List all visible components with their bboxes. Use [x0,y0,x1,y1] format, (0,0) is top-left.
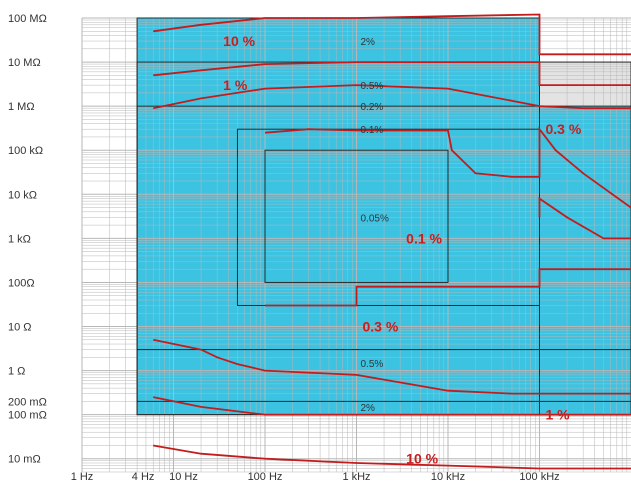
y-tick-label-3: 100 kΩ [8,145,43,157]
accuracy-label-6: 10 % [406,451,438,467]
accuracy-curve-5 [265,268,631,307]
accuracy-labels: 10 % 1 % 0.3 % 0.1 % 0.3 % 1 % 10 % [223,33,582,467]
inner-label-1: 0.5% [361,81,384,92]
y-tick-label-8: 1 Ω [8,366,25,378]
inner-label-4: 0.05% [361,213,389,224]
y-tick-label-9: 200 mΩ [8,396,47,408]
shaded-region-extension [539,106,631,415]
inner-label-3: 0.1% [361,125,384,136]
shaded-region-0 [137,18,540,415]
inner-accuracy-labels: 2% 0.5% 0.2% 0.1% 0.05% 0.5% 2% [361,37,389,414]
inner-label-5: 0.5% [361,359,384,370]
y-tick-label-10: 100 mΩ [8,410,47,422]
grey-region-2 [539,62,631,107]
accuracy-curves [153,13,631,470]
y-tick-labels: 100 MΩ 10 MΩ 1 MΩ 100 kΩ 10 kΩ 1 kΩ 100Ω 10 Ω 1 … [8,13,47,466]
inner-label-0: 2% [361,37,376,48]
accuracy-label-2: 0.3 % [546,121,582,137]
inner-label-2: 0.2% [361,102,384,113]
y-tick-label-1: 10 MΩ [8,57,41,69]
y-tick-label-6: 100Ω [8,277,35,289]
accuracy-curve-0 [153,13,631,56]
x-tick-label-3: 100 Hz [248,471,283,483]
x-tick-label-6: 100 kHz [519,471,559,483]
accuracy-curve-1 [153,61,631,86]
inner-label-6: 2% [361,403,376,414]
accuracy-shaded-region [137,18,631,415]
accuracy-label-5: 1 % [546,407,571,423]
x-tick-label-4: 1 kHz [342,471,370,483]
x-tick-label-0: 1 Hz [71,471,94,483]
accuracy-curve-2 [153,84,631,110]
accuracy-curve-6 [153,338,631,395]
x-tick-label-5: 10 kHz [431,471,465,483]
y-tick-label-0: 100 MΩ [8,13,47,25]
x-tick-label-2: 10 Hz [169,471,198,483]
accuracy-label-1: 1 % [223,77,248,93]
y-tick-label-4: 10 kΩ [8,189,37,201]
y-tick-label-7: 10 Ω [8,322,32,334]
x-tick-labels: 1 Hz 4 Hz 10 Hz 100 Hz 1 kHz 10 kHz 100 kHz [71,471,560,483]
accuracy-box-4 [264,149,449,283]
x-tick-label-1: 4 Hz [132,471,155,483]
accuracy-label-3: 0.1 % [406,230,442,246]
accuracy-label-0: 10 % [223,33,255,49]
y-tick-label-5: 1 kΩ [8,233,31,245]
accuracy-curve-3 [264,126,631,209]
accuracy-curve-4 [538,196,631,240]
y-tick-label-2: 1 MΩ [8,101,35,113]
accuracy-box-3 [236,128,540,306]
y-tick-label-11: 10 mΩ [8,454,41,466]
accuracy-curve-7 [153,396,631,416]
accuracy-curve-8 [153,444,631,470]
accuracy-label-4: 0.3 % [363,319,399,335]
